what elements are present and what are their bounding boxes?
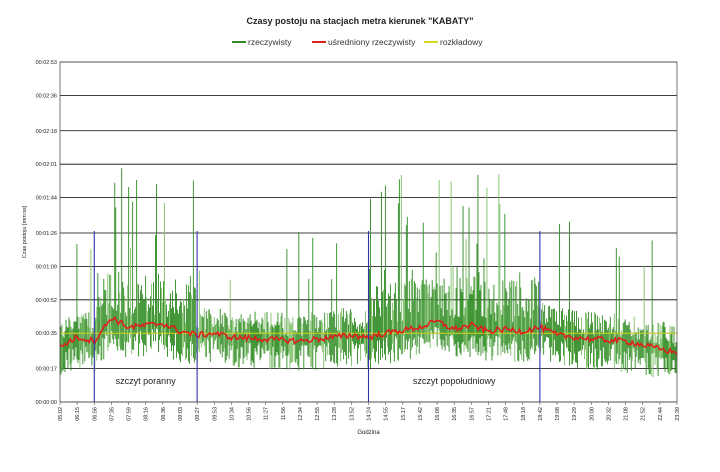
chart-title: Czasy postoju na stacjach metra kierunek… (246, 16, 474, 26)
y-tick-label: 00:00:52 (36, 298, 57, 304)
x-tick-label: 07:35 (109, 407, 115, 421)
x-tick-label: 20:32 (606, 407, 612, 421)
x-tick-label: 14:24 (367, 407, 373, 421)
x-tick-label: 18:42 (538, 407, 544, 421)
legend-swatch-usredniony (312, 41, 326, 43)
x-tick-label: 11:27 (264, 407, 270, 420)
x-tick-label: 19:08 (555, 407, 561, 421)
x-tick-label: 13:28 (332, 407, 338, 421)
y-tick-label: 00:00:17 (36, 367, 57, 373)
x-tick-label: 05:02 (58, 407, 64, 421)
legend-swatch-rzeczywisty (232, 41, 246, 43)
x-tick-label: 09:53 (212, 407, 218, 421)
x-tick-label: 12:34 (298, 407, 304, 421)
y-tick-label: 00:02:01 (36, 162, 57, 168)
x-tick-label: 19:29 (572, 407, 578, 421)
x-tick-label: 20:00 (589, 407, 595, 421)
y-axis-ticks: 00:00:00 00:00:17 00:00:35 00:00:52 00:01:09… (36, 60, 57, 406)
x-tick-label: 09:27 (195, 407, 201, 421)
x-axis-label: Godzina (357, 430, 380, 436)
x-tick-label: 15:42 (418, 407, 424, 421)
legend-item-rzeczywisty: rzeczywisty (232, 37, 291, 47)
x-tick-label: 11:56 (281, 407, 287, 420)
y-tick-label: 00:01:09 (36, 264, 57, 270)
legend-swatch-rozkladowy (424, 41, 438, 43)
plot-frame (59, 61, 678, 403)
y-axis-label: Czas postoju [mm:ss] (22, 205, 28, 258)
x-tick-label: 16:08 (435, 407, 441, 421)
legend-label-rzeczywisty: rzeczywisty (248, 37, 292, 47)
legend-item-usredniony: uśredniony rzeczywisty (312, 37, 415, 47)
x-tick-label: 08:16 (144, 407, 150, 421)
legend-label-rozkladowy: rozkładowy (440, 37, 483, 47)
x-axis-ticks: 05:02 06:15 06:56 07:35 07:59 08:16 08:36 09:03… (58, 402, 681, 421)
y-tick-label: 00:02:18 (36, 129, 57, 135)
x-tick-label: 08:36 (161, 407, 167, 421)
peak-label: szczyt popołudniowy (413, 376, 496, 386)
legend-item-rozkladowy: rozkładowy (424, 37, 483, 47)
x-tick-label: 22:44 (658, 407, 664, 421)
x-tick-label: 21:08 (624, 407, 630, 421)
x-tick-label: 17:48 (504, 407, 510, 421)
y-tick-label: 00:01:44 (36, 196, 57, 202)
x-tick-label: 06:15 (75, 407, 81, 421)
x-tick-label: 10:34 (229, 407, 235, 421)
y-tick-label: 00:01:26 (36, 231, 57, 237)
peak-label: szczyt poranny (116, 376, 177, 386)
x-tick-label: 16:35 (452, 407, 458, 421)
y-tick-label: 00:00:35 (36, 331, 57, 337)
x-tick-label: 09:03 (178, 407, 184, 421)
x-tick-label: 10:56 (247, 407, 253, 421)
y-tick-label: 00:02:53 (36, 60, 57, 66)
legend-label-usredniony: uśredniony rzeczywisty (328, 37, 416, 47)
x-tick-label: 13:52 (349, 407, 355, 421)
y-tick-label: 00:00:00 (36, 400, 57, 406)
x-tick-label: 16:57 (469, 407, 475, 421)
x-tick-label: 14:55 (384, 407, 390, 421)
x-tick-label: 07:59 (127, 407, 133, 421)
x-tick-label: 17:21 (486, 407, 492, 421)
x-tick-label: 12:55 (315, 407, 321, 421)
x-tick-label: 15:17 (401, 407, 407, 421)
x-tick-label: 18:18 (521, 407, 527, 421)
x-tick-label: 21:52 (641, 407, 647, 421)
x-tick-label: 23:39 (675, 407, 681, 421)
x-tick-label: 06:56 (92, 407, 98, 421)
y-tick-label: 00:02:36 (36, 93, 57, 99)
peak-markers: szczyt poranny szczyt popołudniowy (93, 231, 541, 402)
